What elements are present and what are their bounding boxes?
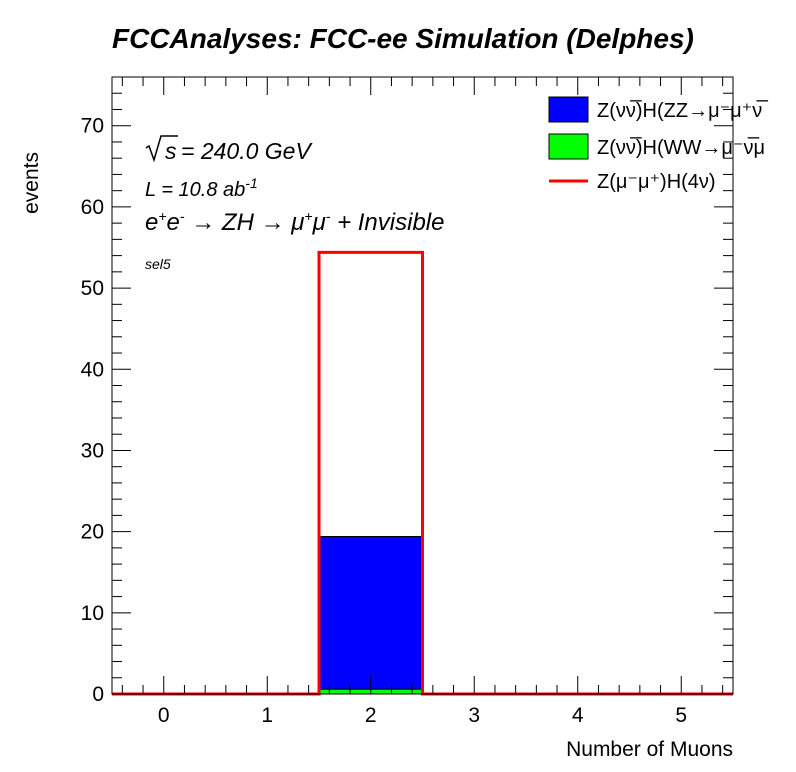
x-tick-label-4: 4 xyxy=(572,704,584,727)
sqrt-s-value: = 240.0 GeV xyxy=(181,138,313,164)
axis-ticks xyxy=(112,76,733,695)
luminosity-annotation: L = 10.8 ab-1 xyxy=(145,175,258,201)
axis-tick-labels: 0 10 20 30 40 50 60 70 0 1 2 3 4 5 xyxy=(81,115,687,727)
y-tick-label-50: 50 xyxy=(81,277,104,300)
y-axis-label: events xyxy=(20,152,43,214)
luminosity-exponent: -1 xyxy=(245,175,257,191)
selection-label: sel5 xyxy=(145,256,171,272)
x-axis-label: Number of Muons xyxy=(566,738,733,761)
x-tick-label-1: 1 xyxy=(261,704,273,727)
legend-label-4nu: Z(μ⁻μ⁺)H(4ν) xyxy=(597,171,716,193)
y-tick-label-70: 70 xyxy=(81,115,104,138)
y-tick-label-40: 40 xyxy=(81,358,104,381)
chart-title: FCCAnalyses: FCC-ee Simulation (Delphes) xyxy=(112,23,694,54)
x-tick-label-0: 0 xyxy=(158,704,170,727)
sqrt-s-annotation: s = 240.0 GeV xyxy=(145,135,313,164)
sqrt-sign-icon xyxy=(145,135,178,163)
histogram-lines xyxy=(112,250,733,696)
process-annotation: e+e- → ZH → μ+μ- + Invisible xyxy=(145,208,444,236)
x-tick-label-3: 3 xyxy=(468,704,480,727)
x-tick-label-5: 5 xyxy=(675,704,687,727)
legend: Z(νν̅)H(ZZ→μ⁻μ⁺ν̅ Z(νν̅)H(WW→μ⁻ν̅μ Z(μ⁻μ… xyxy=(548,96,768,193)
x-tick-label-2: 2 xyxy=(365,704,377,727)
sqrt-s-letter: s xyxy=(165,138,177,164)
legend-swatch-ww xyxy=(548,133,589,160)
luminosity-main: L = 10.8 ab xyxy=(145,179,245,201)
bar-series1-bin2 xyxy=(318,536,423,690)
y-tick-label-60: 60 xyxy=(81,196,104,219)
y-tick-label-10: 10 xyxy=(81,602,104,625)
legend-swatch-zz xyxy=(548,96,589,123)
y-tick-label-30: 30 xyxy=(81,439,104,462)
step-line-series0 xyxy=(112,250,733,696)
histogram-bars xyxy=(318,536,423,695)
y-tick-label-20: 20 xyxy=(81,521,104,544)
legend-label-ww: Z(νν̅)H(WW→μ⁻ν̅μ xyxy=(597,136,765,159)
y-tick-label-0: 0 xyxy=(92,683,104,706)
legend-label-zz: Z(νν̅)H(ZZ→μ⁻μ⁺ν̅ xyxy=(597,99,768,122)
